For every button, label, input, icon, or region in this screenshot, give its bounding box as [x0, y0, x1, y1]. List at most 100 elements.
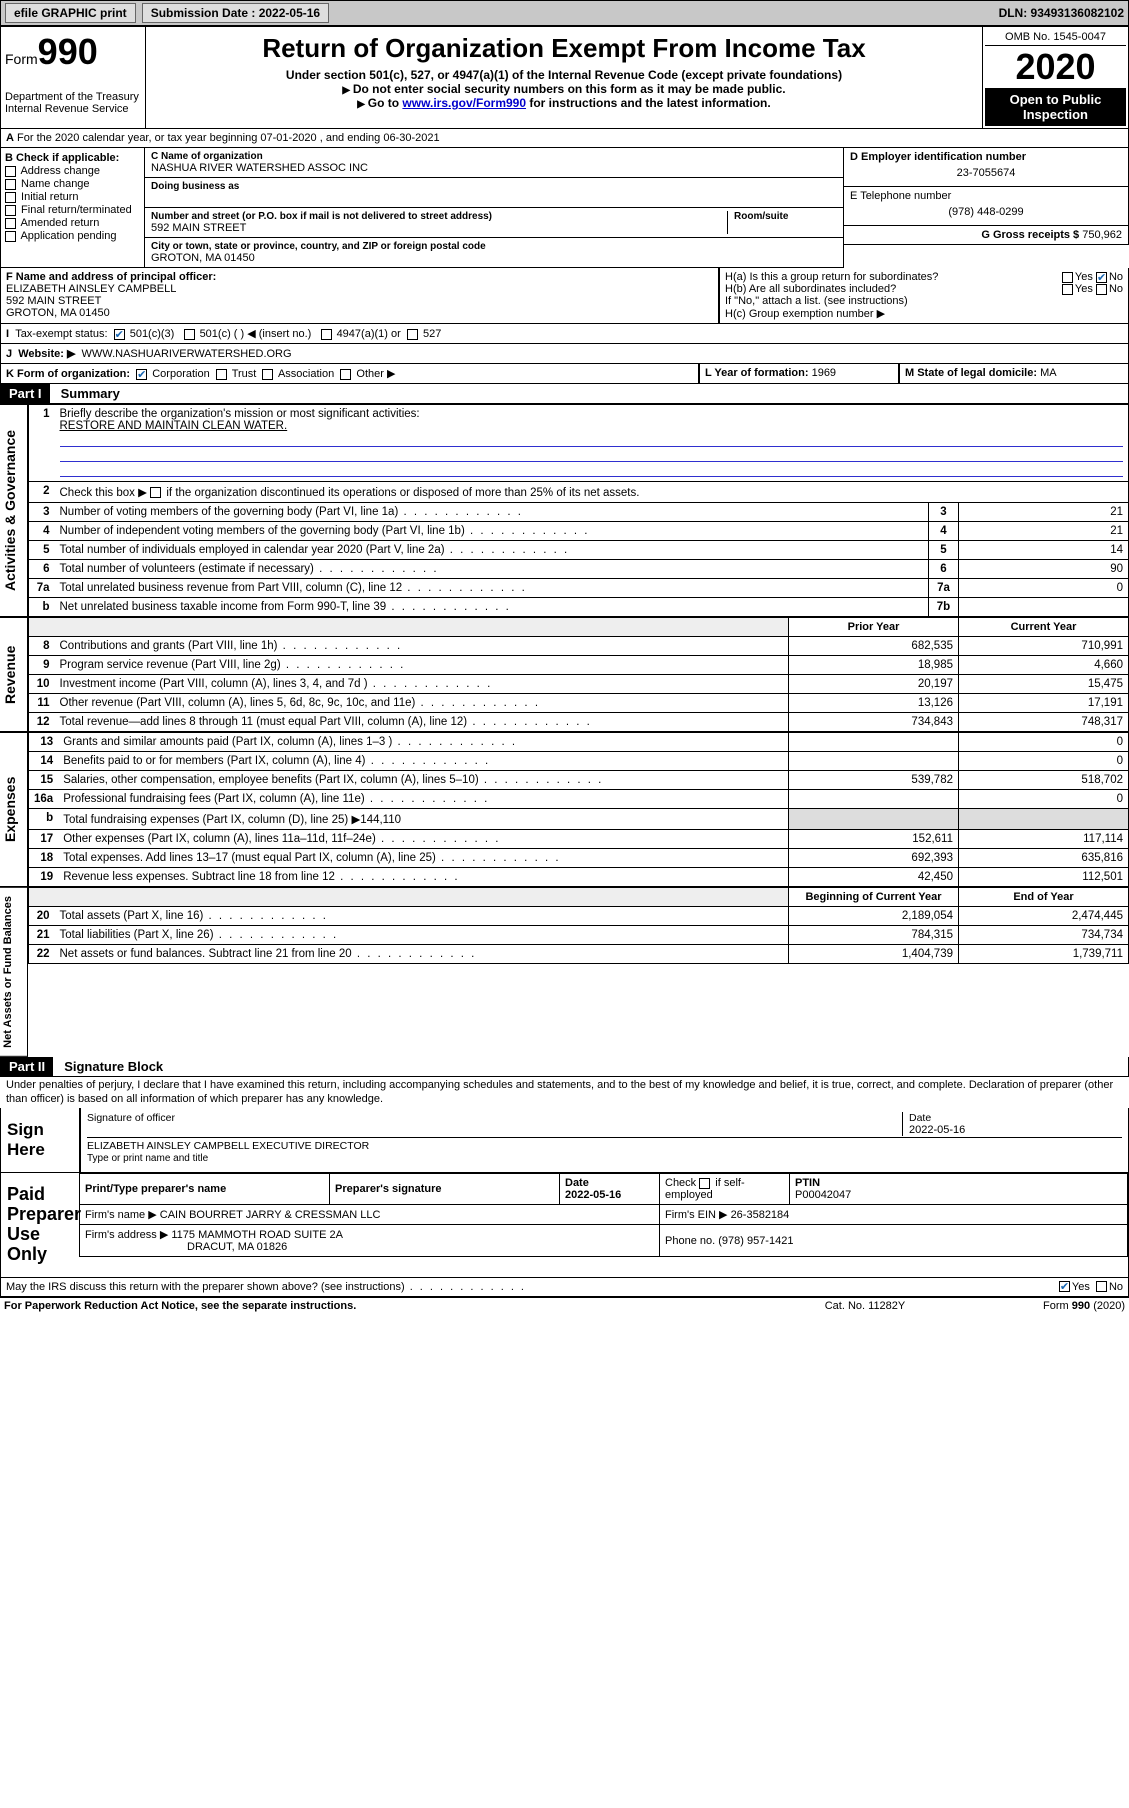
discuss-line: May the IRS discuss this return with the… [0, 1278, 1129, 1297]
line-text: Salaries, other compensation, employee b… [58, 771, 788, 790]
e-label: E Telephone number [850, 190, 1122, 202]
f-label: F Name and address of principal officer: [6, 271, 713, 283]
i-501c3-checkbox[interactable] [114, 329, 125, 340]
line-text: Contributions and grants (Part VIII, lin… [55, 637, 789, 656]
i-501c-checkbox[interactable] [184, 329, 195, 340]
declaration: Under penalties of perjury, I declare th… [0, 1077, 1129, 1109]
line-text: Net assets or fund balances. Subtract li… [55, 945, 789, 964]
hc-label: H(c) Group exemption number ▶ [725, 307, 1123, 320]
open-inspection-label: Open to Public Inspection [985, 88, 1126, 126]
tax-year: 2020 [985, 46, 1126, 88]
hb-note: If "No," attach a list. (see instruction… [725, 295, 1123, 307]
ha-label: H(a) Is this a group return for subordin… [725, 271, 1123, 283]
date-label: Date [909, 1112, 931, 1124]
vlabel-net: Net Assets or Fund Balances [0, 887, 28, 1057]
officer-addr: 592 MAIN STREET [6, 295, 713, 307]
q2: Check this box ▶ if the organization dis… [55, 482, 1129, 503]
line-a: A For the 2020 calendar year, or tax yea… [0, 129, 1129, 148]
officer-sig-name: ELIZABETH AINSLEY CAMPBELL EXECUTIVE DIR… [87, 1140, 369, 1152]
col-c: C Name of organization NASHUA RIVER WATE… [145, 148, 844, 268]
b-checkbox-item[interactable]: Name change [5, 178, 140, 190]
col-b: B Check if applicable: Address change Na… [0, 148, 145, 268]
part1-header: Part I [1, 384, 50, 403]
firm-addr2: DRACUT, MA 01826 [85, 1241, 287, 1253]
org-name: NASHUA RIVER WATERSHED ASSOC INC [151, 162, 837, 174]
h1: Print/Type preparer's name [80, 1174, 330, 1205]
hb-no-checkbox[interactable] [1096, 284, 1107, 295]
b-checkbox-item[interactable]: Address change [5, 165, 140, 177]
line-text: Total number of volunteers (estimate if … [55, 560, 929, 579]
line-text: Total number of individuals employed in … [55, 541, 929, 560]
firm-name: CAIN BOURRET JARRY & CRESSMAN LLC [160, 1209, 381, 1221]
footer: For Paperwork Reduction Act Notice, see … [0, 1297, 1129, 1314]
subtitle-3: Go to www.irs.gov/Form990 for instructio… [154, 96, 974, 110]
efile-button[interactable]: efile GRAPHIC print [5, 3, 136, 23]
pra-notice: For Paperwork Reduction Act Notice, see … [4, 1300, 765, 1312]
self-emp-checkbox[interactable] [699, 1178, 710, 1189]
b-checkbox-item[interactable]: Amended return [5, 217, 140, 229]
form-number: Form990 [5, 31, 141, 73]
omb-label: OMB No. 1545-0047 [985, 29, 1126, 46]
part1-title: Summary [53, 386, 120, 401]
c-name-label: C Name of organization [151, 151, 837, 162]
subtitle-2: Do not enter social security numbers on … [154, 82, 974, 96]
line-text: Investment income (Part VIII, column (A)… [55, 675, 789, 694]
subtitle-1: Under section 501(c), 527, or 4947(a)(1)… [154, 68, 974, 82]
k-trust-checkbox[interactable] [216, 369, 227, 380]
firm-phone: (978) 957-1421 [718, 1235, 793, 1247]
discuss-no-checkbox[interactable] [1096, 1281, 1107, 1292]
k-corp-checkbox[interactable] [136, 369, 147, 380]
q1: Briefly describe the organization's miss… [60, 408, 420, 420]
col-curr: Current Year [959, 618, 1129, 637]
i-527-checkbox[interactable] [407, 329, 418, 340]
ein-value: 23-7055674 [850, 163, 1122, 183]
g-label: G Gross receipts $ [981, 229, 1079, 241]
col-end: End of Year [959, 888, 1129, 907]
col-prior: Prior Year [789, 618, 959, 637]
line-text: Total assets (Part X, line 16) [55, 907, 789, 926]
k-other-checkbox[interactable] [340, 369, 351, 380]
h4: Check if self-employed [660, 1174, 790, 1205]
line-l: L Year of formation: 1969 [699, 364, 899, 384]
dln-label: DLN: 93493136082102 [999, 6, 1124, 20]
line-text: Other revenue (Part VIII, column (A), li… [55, 694, 789, 713]
i-4947-checkbox[interactable] [321, 329, 332, 340]
b-checkbox-item[interactable]: Application pending [5, 230, 140, 242]
line-text: Total fundraising expenses (Part IX, col… [58, 809, 788, 830]
b-header: B Check if applicable: [5, 152, 140, 164]
hb-label: H(b) Are all subordinates included? Yes … [725, 283, 1123, 295]
line-text: Benefits paid to or for members (Part IX… [58, 752, 788, 771]
discuss-yes-checkbox[interactable] [1059, 1281, 1070, 1292]
part2-title: Signature Block [56, 1059, 163, 1074]
dba-label: Doing business as [151, 181, 837, 192]
top-bar: efile GRAPHIC print Submission Date : 20… [0, 0, 1129, 26]
vlabel-expenses: Expenses [0, 732, 28, 887]
k-assoc-checkbox[interactable] [262, 369, 273, 380]
website-value: WWW.NASHUARIVERWATERSHED.ORG [82, 348, 292, 360]
phone-value: (978) 448-0299 [850, 202, 1122, 222]
part2-header: Part II [1, 1057, 53, 1076]
vlabel-governance: Activities & Governance [0, 404, 28, 617]
vlabel-revenue: Revenue [0, 617, 28, 732]
disc-checkbox[interactable] [150, 487, 161, 498]
line-j: J Website: ▶ WWW.NASHUARIVERWATERSHED.OR… [0, 344, 1129, 364]
officer-name: ELIZABETH AINSLEY CAMPBELL [6, 283, 713, 295]
b-checkbox-item[interactable]: Initial return [5, 191, 140, 203]
gross-receipts: 750,962 [1082, 229, 1122, 241]
firm-ein: 26-3582184 [731, 1209, 790, 1221]
room-label: Room/suite [734, 211, 837, 222]
submission-date-button[interactable]: Submission Date : 2022-05-16 [142, 3, 329, 23]
mission-text: RESTORE AND MAINTAIN CLEAN WATER. [60, 420, 288, 432]
h2: Preparer's signature [330, 1174, 560, 1205]
col-beg: Beginning of Current Year [789, 888, 959, 907]
ha-yes-checkbox[interactable] [1062, 272, 1073, 283]
hb-yes-checkbox[interactable] [1062, 284, 1073, 295]
line-text: Other expenses (Part IX, column (A), lin… [58, 830, 788, 849]
col-deg: D Employer identification number 23-7055… [844, 148, 1129, 268]
line-text: Number of independent voting members of … [55, 522, 929, 541]
form990-link[interactable]: www.irs.gov/Form990 [402, 96, 526, 110]
line-i: I Tax-exempt status: 501(c)(3) 501(c) ( … [0, 324, 1129, 344]
b-checkbox-item[interactable]: Final return/terminated [5, 204, 140, 216]
dept-label: Department of the TreasuryInternal Reven… [5, 91, 141, 115]
ha-no-checkbox[interactable] [1096, 272, 1107, 283]
